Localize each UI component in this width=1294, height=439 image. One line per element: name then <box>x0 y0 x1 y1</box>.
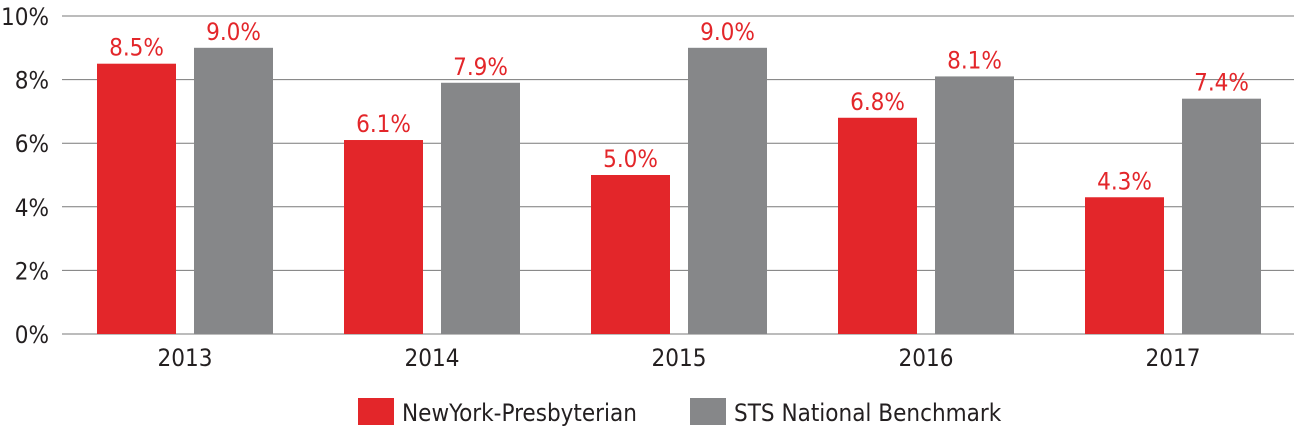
x-tick-label: 2014 <box>405 344 460 372</box>
legend-label: STS National Benchmark <box>734 399 1002 427</box>
legend-swatch-sts-national-benchmark <box>690 398 726 425</box>
y-tick-label: 0% <box>15 321 49 349</box>
data-label: 9.0% <box>700 18 755 46</box>
data-label: 8.5% <box>109 34 164 62</box>
data-label: 6.1% <box>356 110 411 138</box>
bar-sts-national-benchmark-2015 <box>688 47 767 335</box>
bar-sts-national-benchmark-2017 <box>1182 98 1261 335</box>
x-tick-label: 2016 <box>899 344 954 372</box>
data-label: 9.0% <box>206 18 261 46</box>
bar-newyork-presbyterian-2017 <box>1085 197 1164 334</box>
data-labels: 8.5% 6.1% 5.0% 6.8% 4.3% 9.0% 7.9% 9.0% 8.1% 7.4% <box>109 18 1249 195</box>
legend-swatch-newyork-presbyterian <box>358 398 394 425</box>
bar-sts-national-benchmark-2013 <box>194 47 273 335</box>
data-label: 7.4% <box>1194 69 1249 97</box>
x-tick-label: 2015 <box>652 344 707 372</box>
x-axis-tick-labels: 2013 2014 2015 2016 2017 <box>158 344 1201 372</box>
y-tick-label: 6% <box>15 130 49 158</box>
bar-newyork-presbyterian-2015 <box>591 175 670 334</box>
data-label: 4.3% <box>1097 167 1152 195</box>
y-tick-label: 2% <box>15 257 49 285</box>
bar-sts-national-benchmark-2016 <box>935 76 1014 335</box>
bar-newyork-presbyterian-2014 <box>344 140 423 334</box>
legend-label: NewYork-Presbyterian <box>402 399 637 427</box>
bar-sts-national-benchmark-2014 <box>441 82 520 334</box>
y-tick-label: 10% <box>1 3 49 31</box>
data-label: 5.0% <box>603 145 658 173</box>
data-label: 8.1% <box>947 46 1002 74</box>
bar-newyork-presbyterian-2016 <box>838 117 917 334</box>
y-axis-tick-labels: 0% 2% 4% 6% 8% 10% <box>1 3 49 349</box>
legend: NewYork-Presbyterian STS National Benchma… <box>358 398 1002 427</box>
data-label: 7.9% <box>453 53 508 81</box>
y-tick-label: 4% <box>15 194 49 222</box>
bar-newyork-presbyterian-2013 <box>97 63 176 334</box>
y-tick-label: 8% <box>15 67 49 95</box>
data-label: 6.8% <box>850 88 905 116</box>
x-tick-label: 2017 <box>1146 344 1201 372</box>
x-tick-label: 2013 <box>158 344 213 372</box>
bars <box>97 47 1261 335</box>
